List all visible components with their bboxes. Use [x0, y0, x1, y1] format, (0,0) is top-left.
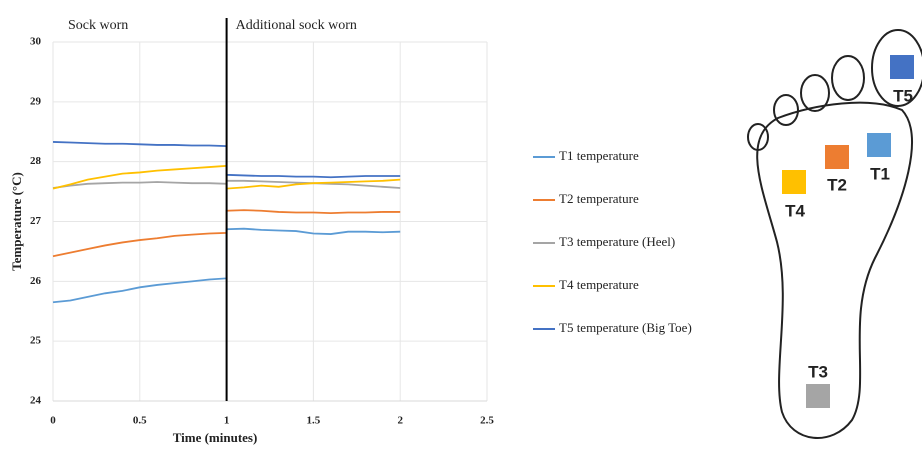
- x-tick-label: 2.5: [480, 415, 494, 427]
- sensor-label: T1: [870, 164, 890, 183]
- y-tick-label: 25: [30, 335, 42, 347]
- y-tick-label: 30: [30, 36, 42, 48]
- y-tick-label: 26: [30, 275, 42, 287]
- sensor-marker: [782, 170, 806, 194]
- y-tick-label: 24: [30, 395, 42, 407]
- legend-label: T1 temperature: [559, 148, 639, 163]
- annotation: Additional sock worn: [236, 18, 357, 33]
- y-tick-label: 29: [30, 95, 42, 107]
- sensor-marker: [806, 384, 830, 408]
- sensor-marker: [890, 55, 914, 79]
- y-tick-label: 28: [30, 155, 42, 167]
- legend-label: T5 temperature (Big Toe): [559, 320, 692, 335]
- y-axis-title: Temperature (°C): [9, 172, 24, 271]
- sensor-marker: [825, 145, 849, 169]
- x-tick-label: 1: [224, 415, 230, 427]
- x-tick-label: 0.5: [133, 415, 147, 427]
- toe: [773, 94, 799, 126]
- foot-diagram: T1 T2 T3 T4 T5: [747, 29, 922, 439]
- x-axis-title: Time (minutes): [173, 430, 258, 445]
- toe: [800, 74, 830, 112]
- toe: [831, 55, 865, 101]
- sensor-label: T3: [808, 362, 828, 381]
- toe: [747, 123, 769, 151]
- sensor-label: T2: [827, 175, 847, 194]
- legend-label: T2 temperature: [559, 191, 639, 206]
- legend-label: T4 temperature: [559, 277, 639, 292]
- x-tick-label: 0: [50, 415, 56, 427]
- annotation: Sock worn: [68, 18, 128, 33]
- sensor-label: T4: [785, 201, 805, 220]
- foot-outline: [756, 101, 913, 439]
- toe: [871, 29, 922, 107]
- y-tick-label: 27: [30, 215, 42, 227]
- legend-label: T3 temperature (Heel): [559, 234, 675, 249]
- sensor-marker: [867, 133, 891, 157]
- sensor-label: T5: [893, 86, 913, 105]
- x-tick-label: 1.5: [307, 415, 321, 427]
- x-tick-label: 2: [397, 415, 403, 427]
